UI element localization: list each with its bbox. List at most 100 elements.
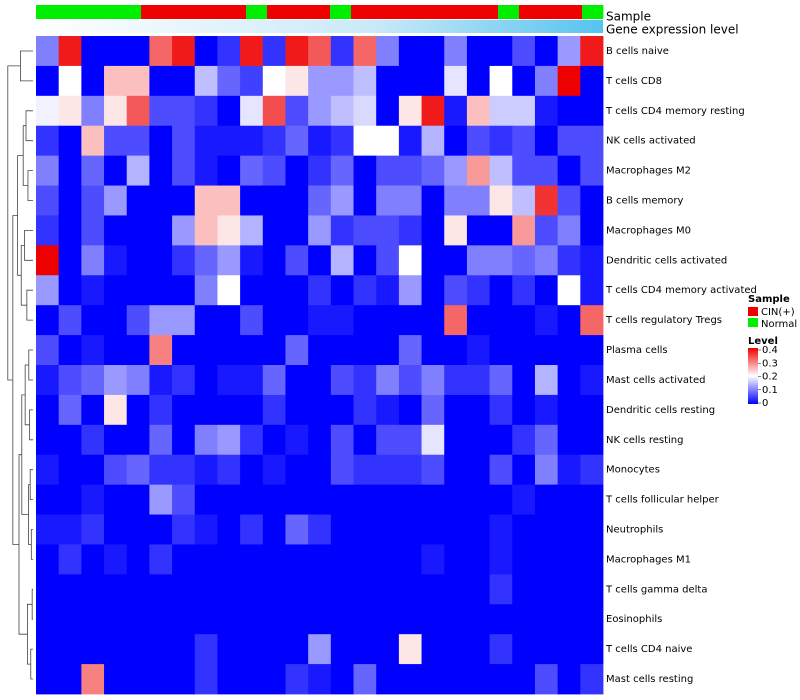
heatmap-cell	[490, 275, 513, 305]
heatmap-cell	[422, 36, 445, 66]
heatmap-cell	[149, 574, 172, 604]
heatmap-cell	[59, 335, 82, 365]
heatmap-cell	[217, 36, 240, 66]
heatmap-cell	[240, 335, 263, 365]
heatmap-cell	[172, 664, 195, 694]
heatmap-cell	[558, 36, 581, 66]
heatmap-cell	[467, 215, 490, 245]
heatmap-cell	[399, 335, 422, 365]
heatmap-cell	[81, 305, 104, 335]
heatmap-cell	[59, 245, 82, 275]
heatmap-cell	[149, 96, 172, 126]
dendrogram-branch	[27, 290, 33, 320]
heatmap-cell	[104, 275, 127, 305]
dendrogram-branch	[29, 350, 33, 380]
heatmap-cell	[149, 544, 172, 574]
heatmap-cell	[354, 275, 377, 305]
heatmap-cell	[59, 455, 82, 485]
heatmap-cell	[580, 245, 603, 275]
row-label: NK cells resting	[606, 435, 683, 446]
sample-annotation-cell	[540, 5, 561, 19]
heatmap-cell	[172, 305, 195, 335]
heatmap-cell	[104, 186, 127, 216]
heatmap-cell	[263, 425, 286, 455]
heatmap-cell	[149, 36, 172, 66]
heatmap-cell	[263, 604, 286, 634]
heatmap-cell	[127, 395, 150, 425]
heatmap-cell	[59, 425, 82, 455]
heatmap-cell	[558, 604, 581, 634]
heatmap-cell	[444, 215, 467, 245]
heatmap-cell	[217, 515, 240, 545]
heatmap-cell	[285, 36, 308, 66]
heatmap-cell	[195, 186, 218, 216]
sample-annotation-cell	[435, 5, 456, 19]
legend-sample-title: Sample	[748, 294, 790, 305]
heatmap-cell	[172, 365, 195, 395]
heatmap-cell	[59, 604, 82, 634]
dendrogram-branch	[13, 216, 19, 545]
heatmap-cell	[240, 604, 263, 634]
heatmap-cell	[104, 634, 127, 664]
heatmap-cell	[376, 126, 399, 156]
heatmap-cell	[376, 604, 399, 634]
sample-annotation-cell	[183, 5, 204, 19]
heatmap-cell	[285, 66, 308, 96]
heatmap-cell	[36, 425, 59, 455]
heatmap-cell	[535, 395, 558, 425]
legend-label-cin: CIN(+)	[761, 307, 795, 318]
heatmap-cell	[263, 664, 286, 694]
heatmap-cell	[512, 485, 535, 515]
heatmap-cell	[217, 335, 240, 365]
heatmap-cell	[263, 544, 286, 574]
heatmap-cell	[444, 66, 467, 96]
heatmap-cell	[263, 275, 286, 305]
heatmap-cell	[490, 574, 513, 604]
heatmap-cell	[217, 365, 240, 395]
heatmap-cell	[36, 634, 59, 664]
heatmap-cell	[240, 96, 263, 126]
heatmap-cell	[36, 96, 59, 126]
heatmap-cell	[331, 425, 354, 455]
heatmap-cell	[331, 66, 354, 96]
heatmap-cell	[217, 186, 240, 216]
heatmap-cell	[331, 305, 354, 335]
heatmap-cell	[59, 186, 82, 216]
heatmap-cell	[467, 36, 490, 66]
heatmap-cell	[467, 126, 490, 156]
heatmap-cell	[263, 215, 286, 245]
heatmap-cell	[467, 365, 490, 395]
heatmap-cell	[512, 574, 535, 604]
heatmap-cell	[81, 215, 104, 245]
heatmap-cell	[308, 305, 331, 335]
dendrogram-branch	[30, 470, 33, 500]
heatmap-cell	[580, 215, 603, 245]
heatmap-cell	[127, 335, 150, 365]
heatmap-cell	[331, 215, 354, 245]
heatmap-cell	[331, 455, 354, 485]
heatmap-cell	[558, 335, 581, 365]
heatmap-cell	[558, 126, 581, 156]
heatmap-cell	[490, 365, 513, 395]
heatmap-cell	[308, 215, 331, 245]
heatmap-cell	[285, 305, 308, 335]
heatmap-cell	[354, 96, 377, 126]
heatmap-cell	[240, 215, 263, 245]
heatmap-cell	[195, 365, 218, 395]
heatmap-cell	[444, 544, 467, 574]
heatmap-cell	[285, 485, 308, 515]
heatmap-cell	[558, 275, 581, 305]
heatmap-cell	[308, 544, 331, 574]
heatmap-cell	[467, 305, 490, 335]
dendrogram-branch	[28, 171, 33, 201]
sample-annotation-cell	[267, 5, 288, 19]
heatmap-cell	[36, 395, 59, 425]
heatmap-cell	[172, 126, 195, 156]
heatmap-cell	[535, 515, 558, 545]
heatmap-cell	[240, 544, 263, 574]
heatmap-cell	[467, 395, 490, 425]
heatmap-cell	[149, 275, 172, 305]
heatmap-cell	[127, 305, 150, 335]
heatmap-cell	[285, 156, 308, 186]
